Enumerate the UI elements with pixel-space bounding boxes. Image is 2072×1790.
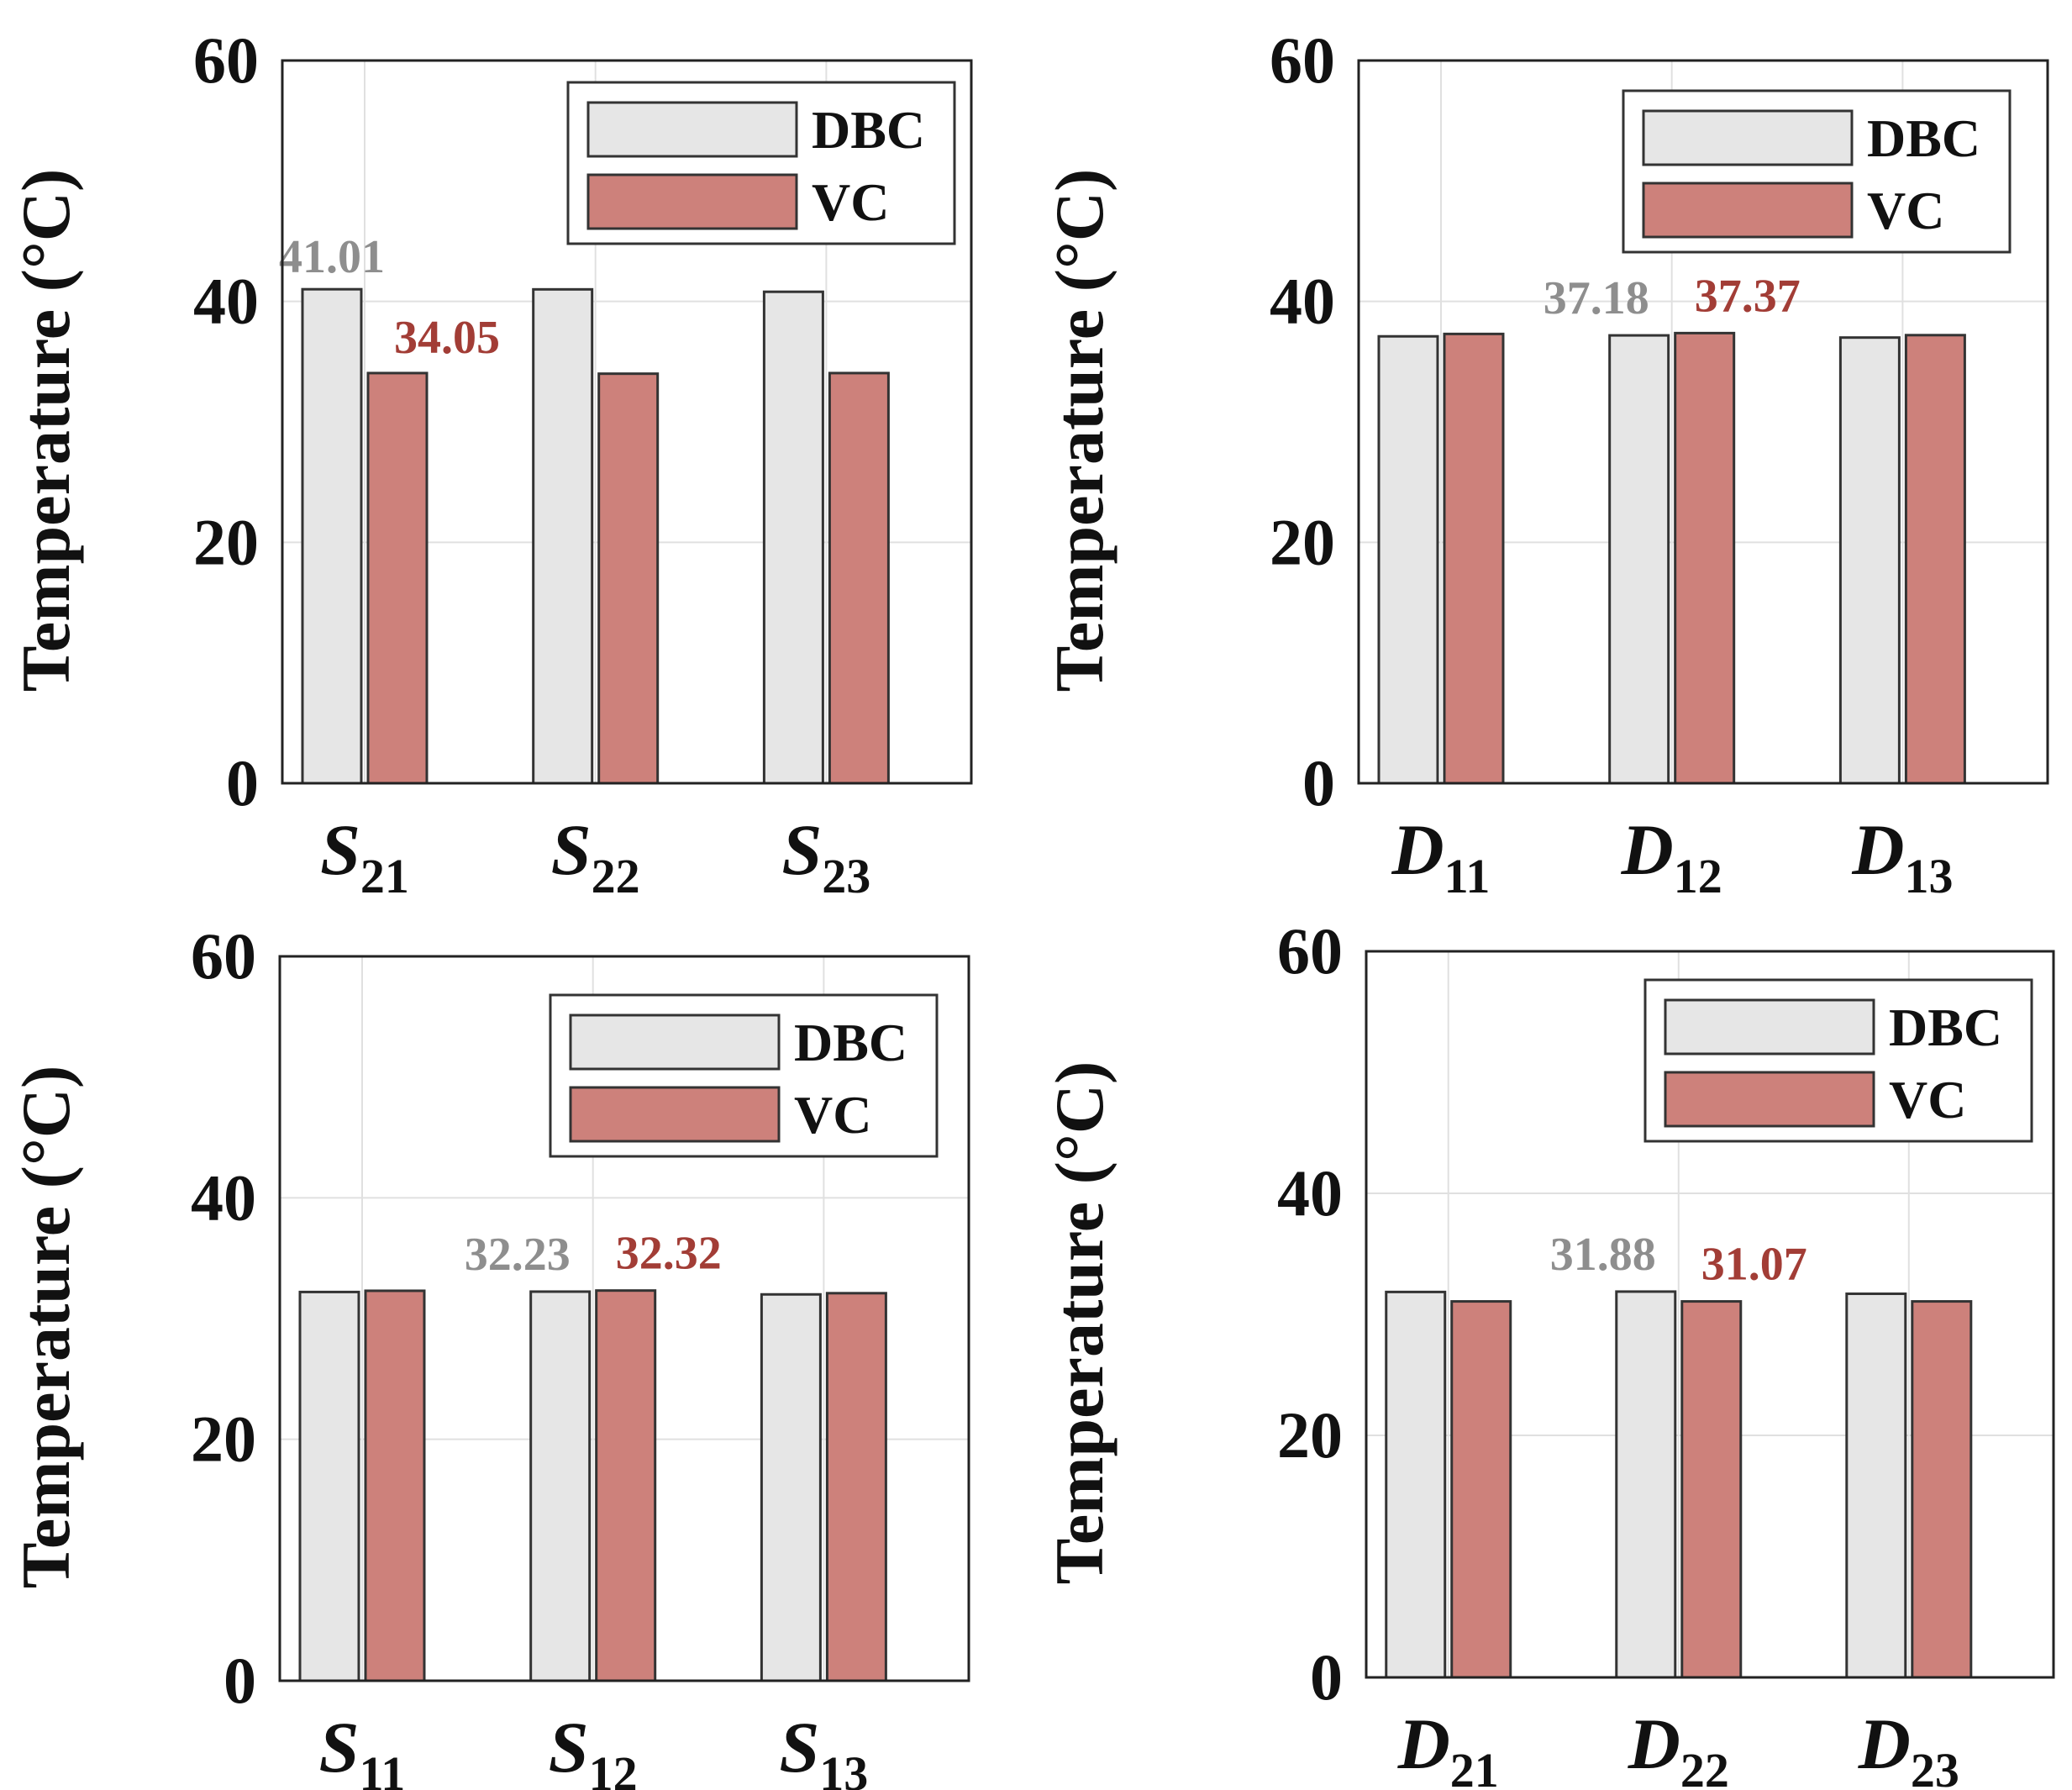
legend-swatch-vc bbox=[569, 1086, 781, 1143]
bar-vc-d13 bbox=[1904, 334, 1966, 785]
y-tick-label: 0 bbox=[226, 746, 259, 819]
y-axis-label: Temperature (°C) bbox=[8, 1066, 84, 1589]
bar-dbc-d23 bbox=[1845, 1292, 1907, 1679]
bar-vc-d22 bbox=[1680, 1300, 1743, 1679]
plot-frame bbox=[281, 59, 973, 785]
chart-panel-3: S11 S12 S13 32.23 32.32 0 20 40 60 Temperature (°… bbox=[8, 919, 970, 1790]
chart-panel-4: D21 D22 D23 31.88 31.07 0 20 40 60 Temperature (°… bbox=[1041, 914, 2055, 1790]
data-label: 37.37 bbox=[1695, 270, 1801, 322]
legend-label-vc: VC bbox=[794, 1085, 871, 1145]
y-tick-label: 0 bbox=[224, 1644, 256, 1717]
bar-dbc-d12 bbox=[1608, 334, 1670, 785]
data-label: 37.18 bbox=[1543, 272, 1649, 324]
bar-dbc-d21 bbox=[1385, 1290, 1447, 1679]
legend: DBC VC bbox=[1643, 978, 2033, 1143]
legend-label-dbc: DBC bbox=[812, 100, 925, 160]
legend-swatch-vc bbox=[586, 173, 798, 230]
bar-dbc-s12 bbox=[529, 1290, 592, 1682]
data-label: 41.01 bbox=[279, 231, 385, 283]
plot-frame bbox=[1357, 59, 2049, 785]
x-tick-label: D21 bbox=[1397, 1703, 1499, 1790]
bar-dbc-s22 bbox=[532, 287, 594, 785]
y-tick-label: 40 bbox=[1270, 265, 1335, 338]
y-axis-label: Temperature (°C) bbox=[8, 169, 84, 692]
data-label: 31.88 bbox=[1550, 1229, 1656, 1281]
legend-swatch-dbc bbox=[1642, 109, 1854, 166]
bar-vc-s22 bbox=[597, 372, 660, 785]
bar-dbc-d11 bbox=[1377, 334, 1439, 785]
legend-swatch-dbc bbox=[586, 101, 798, 158]
data-label: 31.07 bbox=[1701, 1239, 1807, 1291]
x-tick-label: S11 bbox=[319, 1707, 406, 1790]
y-tick-label: 60 bbox=[193, 24, 259, 97]
legend-label-vc: VC bbox=[812, 172, 889, 232]
legend-label-vc: VC bbox=[1867, 181, 1944, 240]
bar-vc-d21 bbox=[1450, 1300, 1512, 1679]
bar-vc-s11 bbox=[364, 1289, 426, 1682]
bar-dbc-d22 bbox=[1615, 1290, 1677, 1679]
x-tick-label: D23 bbox=[1858, 1703, 1959, 1790]
bar-dbc-s23 bbox=[762, 290, 824, 785]
y-tick-label: 60 bbox=[191, 919, 256, 992]
bar-dbc-d13 bbox=[1838, 336, 1901, 785]
bar-dbc-s11 bbox=[298, 1290, 360, 1682]
bar-vc-s13 bbox=[825, 1292, 887, 1682]
bar-dbc-s21 bbox=[301, 287, 363, 785]
x-tick-label: D11 bbox=[1391, 809, 1491, 903]
x-tick-label: S22 bbox=[551, 809, 640, 903]
y-tick-label: 20 bbox=[193, 505, 259, 578]
plot-frame bbox=[1365, 950, 2055, 1679]
bar-vc-d12 bbox=[1674, 331, 1736, 785]
y-tick-label: 40 bbox=[191, 1161, 256, 1234]
legend: DBC VC bbox=[566, 81, 956, 245]
x-tick-label: D22 bbox=[1628, 1703, 1729, 1790]
x-tick-label: S12 bbox=[549, 1707, 638, 1790]
bar-vc-s12 bbox=[595, 1289, 657, 1682]
x-tick-label: D12 bbox=[1621, 809, 1722, 903]
y-tick-label: 20 bbox=[1270, 505, 1335, 578]
x-tick-label: S13 bbox=[779, 1707, 868, 1790]
x-tick-label: D13 bbox=[1851, 809, 1953, 903]
legend: DBC VC bbox=[1622, 89, 2012, 254]
chart-panel-2: D11 D12 D13 37.18 37.37 0 20 40 60 Temperature (°… bbox=[1041, 24, 2049, 903]
legend-label-vc: VC bbox=[1889, 1070, 1966, 1129]
y-tick-label: 0 bbox=[1310, 1640, 1343, 1714]
legend-swatch-vc bbox=[1664, 1071, 1875, 1128]
x-tick-label: S21 bbox=[320, 809, 409, 903]
y-axis-label: Temperature (°C) bbox=[1041, 169, 1118, 692]
legend-swatch-dbc bbox=[569, 1013, 781, 1071]
data-label: 32.23 bbox=[465, 1229, 571, 1281]
legend-label-dbc: DBC bbox=[794, 1013, 907, 1072]
bar-vc-s21 bbox=[366, 371, 429, 785]
y-tick-label: 40 bbox=[193, 265, 259, 338]
legend: DBC VC bbox=[549, 993, 939, 1158]
legend-swatch-vc bbox=[1642, 182, 1854, 239]
legend-label-dbc: DBC bbox=[1889, 998, 2002, 1057]
legend-swatch-dbc bbox=[1664, 998, 1875, 1056]
y-tick-label: 60 bbox=[1270, 24, 1335, 97]
data-label: 34.05 bbox=[394, 312, 500, 364]
legend-label-dbc: DBC bbox=[1867, 108, 1980, 168]
y-axis-label: Temperature (°C) bbox=[1041, 1061, 1118, 1585]
bar-dbc-s13 bbox=[760, 1292, 822, 1682]
x-tick-label: S23 bbox=[781, 809, 870, 903]
y-tick-label: 40 bbox=[1277, 1156, 1343, 1229]
y-tick-label: 0 bbox=[1302, 746, 1335, 819]
bar-vc-d23 bbox=[1911, 1300, 1973, 1679]
y-tick-label: 20 bbox=[1277, 1398, 1343, 1471]
bar-vc-s23 bbox=[828, 371, 890, 785]
plot-frame bbox=[278, 955, 970, 1682]
y-tick-label: 20 bbox=[191, 1403, 256, 1476]
bar-vc-d11 bbox=[1443, 332, 1505, 785]
data-label: 32.32 bbox=[616, 1228, 722, 1280]
y-tick-label: 60 bbox=[1277, 914, 1343, 987]
